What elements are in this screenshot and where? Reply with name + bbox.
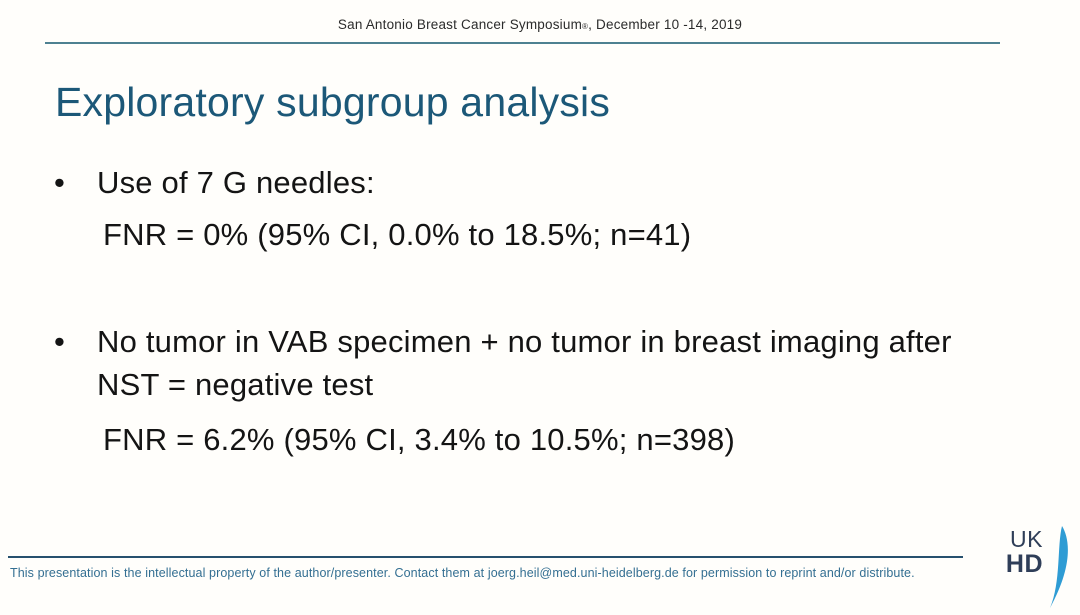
conference-header: San Antonio Breast Cancer Symposium®, De… <box>0 17 1080 32</box>
conference-name: San Antonio Breast Cancer Symposium <box>337 17 583 32</box>
bullet-marker: • <box>54 165 66 200</box>
ukhd-logo-text: UK HD <box>1001 528 1043 577</box>
header-divider-line <box>45 42 1000 44</box>
slide-title: Exploratory subgroup analysis <box>55 79 611 125</box>
bullet-2-text-line-1: No tumor in VAB specimen + no tumor in b… <box>97 324 952 359</box>
registered-trademark-symbol: ® <box>582 22 589 31</box>
footer-divider-line <box>8 556 963 558</box>
footer-email: joerg.heil@med.uni-heidelberg.de <box>487 566 679 580</box>
bullet-marker: • <box>54 324 66 359</box>
logo-uk-label: UK <box>1010 526 1043 552</box>
bullet-1-text: Use of 7 G needles: <box>97 165 375 200</box>
bullet-2-text-line-2: NST = negative test <box>97 367 374 402</box>
conference-date: , December 10 -14, 2019 <box>588 17 743 32</box>
bullet-2-result: FNR = 6.2% (95% CI, 3.4% to 10.5%; n=398… <box>103 422 735 457</box>
footer-text-after-email: for permission to reprint and/or distrib… <box>678 566 915 580</box>
ukhd-logo: UK HD <box>1001 526 1071 608</box>
footer-text-before-email: This presentation is the intellectual pr… <box>10 566 488 580</box>
logo-swoosh-icon <box>1050 526 1068 608</box>
logo-hd-label: HD <box>1005 550 1043 578</box>
bullet-1-result: FNR = 0% (95% CI, 0.0% to 18.5%; n=41) <box>103 217 692 252</box>
footer-copyright-note: This presentation is the intellectual pr… <box>10 566 915 580</box>
